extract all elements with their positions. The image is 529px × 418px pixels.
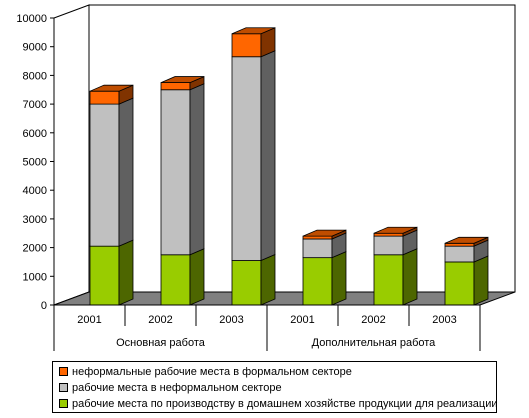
y-tick-label: 3000	[23, 214, 47, 226]
y-tick-label: 5000	[23, 157, 47, 169]
y-tick-label: 4000	[23, 185, 47, 197]
bar-segment	[160, 248, 205, 306]
bar-front	[302, 235, 333, 240]
bar-segment	[373, 226, 418, 237]
bar-side	[260, 50, 276, 262]
legend-item-informal-sector: рабочие места в неформальном секторе	[59, 381, 282, 394]
bar-segment	[302, 229, 347, 240]
bar-front	[302, 238, 333, 259]
bar-top	[160, 76, 205, 83]
bar-side	[473, 255, 489, 306]
bars	[89, 27, 489, 306]
legend-label: рабочие места по производству в домашнем…	[72, 397, 498, 410]
bar-front	[373, 232, 404, 237]
legend-swatch	[59, 383, 68, 392]
bar-segment	[89, 97, 134, 247]
legend-label: рабочие места в неформальном секторе	[72, 381, 282, 394]
group-label: Основная работа	[116, 337, 206, 349]
bar-side	[331, 251, 347, 306]
bar-top	[444, 236, 489, 244]
y-tick-label: 2000	[23, 243, 47, 255]
bar-front	[89, 90, 120, 105]
bar-top	[373, 226, 418, 234]
bar-segment	[373, 229, 418, 256]
y-tick-label: 9000	[23, 42, 47, 54]
bar-side	[118, 239, 134, 306]
y-tick-label: 1000	[23, 271, 47, 283]
bar-front	[160, 82, 191, 91]
group-label: Дополнительная работа	[312, 337, 437, 349]
bar-segment	[231, 253, 276, 306]
bar-side	[189, 248, 205, 306]
bar-front	[231, 33, 262, 58]
y-tick-label: 0	[41, 300, 47, 312]
bar-front	[444, 245, 475, 263]
legend-item-household-production: рабочие места по производству в домашнем…	[59, 397, 498, 410]
bar-front	[89, 245, 120, 306]
bar-segment	[160, 75, 205, 91]
bar-front	[373, 254, 404, 306]
bar-side	[189, 83, 205, 256]
legend: неформальные рабочие места в формальном …	[52, 361, 498, 413]
legend-swatch	[59, 399, 68, 408]
bar-top	[231, 27, 276, 35]
legend-item-formal-sector: неформальные рабочие места в формальном …	[59, 365, 352, 378]
bar-front	[302, 257, 333, 306]
bar-segment	[444, 236, 489, 247]
bar-side	[118, 97, 134, 247]
legend-label: неформальные рабочие места в формальном …	[72, 365, 352, 378]
bar-segment	[302, 232, 347, 259]
bar-side	[402, 248, 418, 306]
y-axis: 0 1000 2000 3000 4000 5000 6000 7000 8000 9000 100…	[16, 13, 55, 312]
bar-segment	[89, 84, 134, 105]
y-tick-label: 8000	[23, 70, 47, 82]
bar-side	[260, 253, 276, 306]
bar-front	[89, 103, 120, 247]
x-axis: 2001 2002 2003 2001 2002 2003 Основная работа Д…	[53, 304, 481, 351]
side-wall	[53, 4, 90, 306]
bar-segment	[160, 83, 205, 256]
x-tick-label: 2003	[432, 314, 456, 326]
bar-segment	[231, 27, 276, 58]
bar-front	[231, 56, 262, 261]
bar-front	[231, 260, 262, 306]
y-tick-label: 7000	[23, 99, 47, 111]
bar-front	[160, 254, 191, 306]
bar-front	[373, 235, 404, 256]
bar-segment	[89, 239, 134, 306]
bar-segment	[373, 248, 418, 306]
bar-front	[444, 261, 475, 306]
bar-segment	[302, 251, 347, 306]
x-tick-label: 2001	[77, 314, 101, 326]
x-tick-label: 2002	[361, 314, 385, 326]
bar-segment	[444, 255, 489, 306]
bar-front	[444, 242, 475, 247]
x-tick-label: 2003	[219, 314, 243, 326]
bar-top	[302, 229, 347, 237]
bar-top	[89, 84, 134, 92]
bar-front	[160, 89, 191, 256]
bar-segment	[231, 50, 276, 262]
y-tick-label: 6000	[23, 128, 47, 140]
y-tick-label: 10000	[16, 13, 47, 25]
x-tick-label: 2002	[148, 314, 172, 326]
legend-swatch	[59, 367, 68, 376]
x-tick-label: 2001	[290, 314, 314, 326]
